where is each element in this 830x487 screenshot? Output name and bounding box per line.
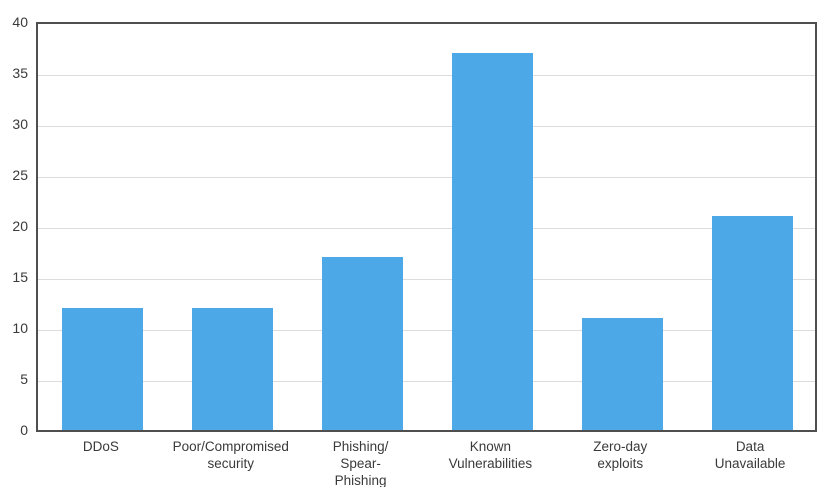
bar-phishing- — [322, 256, 404, 430]
bar-known — [451, 52, 533, 430]
plot-area — [36, 22, 817, 432]
x-axis-category-label: DDoS — [82, 439, 119, 454]
x-axis-category-label: Zero-day exploits — [593, 439, 648, 471]
y-axis-tick-label: 0 — [20, 422, 28, 438]
y-axis-tick-label: 5 — [20, 371, 28, 387]
x-axis-category-label: Data Unavailable — [714, 439, 786, 471]
bar-ddos — [62, 307, 144, 430]
y-axis-tick-label: 35 — [12, 65, 28, 81]
gridline — [38, 125, 815, 127]
x-axis-category-label: Phishing/ Spear- Phishing — [332, 439, 389, 487]
gridline — [38, 278, 815, 280]
gridline — [38, 329, 815, 331]
bar-zero-day — [581, 317, 663, 430]
gridline — [38, 227, 815, 229]
bar-poor-compromised — [192, 307, 274, 430]
y-axis-tick-label: 20 — [12, 218, 28, 234]
x-axis-category-label: Poor/Compromised security — [172, 439, 289, 471]
y-axis-tick-label: 15 — [12, 269, 28, 285]
x-axis-category-label: Known Vulnerabilities — [448, 439, 533, 471]
y-axis-tick-label: 10 — [12, 320, 28, 336]
gridline — [38, 380, 815, 382]
gridline — [38, 74, 815, 76]
gridline — [38, 176, 815, 178]
y-axis-tick-label: 40 — [12, 14, 28, 30]
bar-data — [711, 215, 793, 430]
y-axis-tick-label: 30 — [12, 116, 28, 132]
y-axis-tick-label: 25 — [12, 167, 28, 183]
